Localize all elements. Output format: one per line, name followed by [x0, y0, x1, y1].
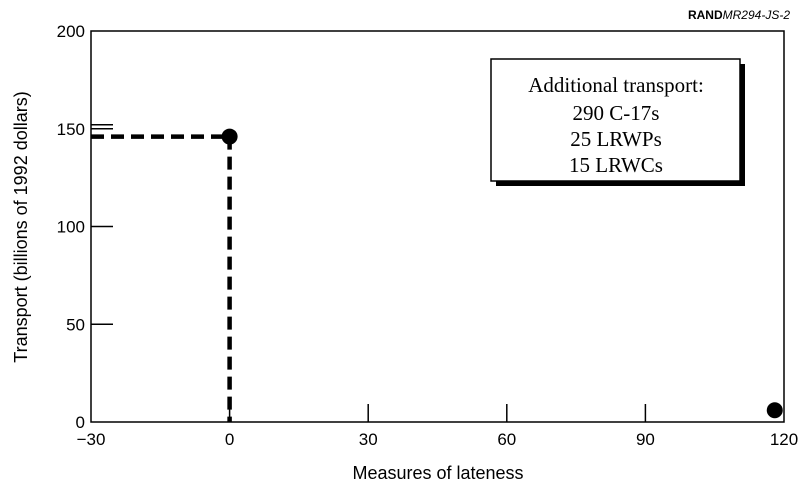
annotation-box: Additional transport: 290 C-17s 25 LRWPs…: [490, 58, 745, 186]
annotation-title: Additional transport:: [528, 73, 704, 97]
y-axis-label: Transport (billions of 1992 dollars): [11, 91, 31, 362]
figure-reference-bold: RAND: [688, 8, 723, 22]
y-tick-label-2: 100: [57, 218, 85, 237]
annotation-frame: [490, 58, 741, 182]
figure-reference: RANDMR294-JS-2: [688, 8, 790, 22]
y-tick-label-1: 50: [66, 315, 85, 334]
x-tick-label-5: 120: [770, 430, 798, 449]
x-tick-label-3: 60: [497, 430, 516, 449]
x-axis-label: Measures of lateness: [352, 463, 523, 483]
dashed-guides: [91, 134, 232, 422]
data-points: [221, 128, 783, 419]
annotation-line-2: 25 LRWPs: [570, 127, 662, 151]
figure-reference-rest: MR294-JS-2: [723, 8, 791, 22]
x-tick-label-1: 0: [225, 430, 234, 449]
x-tick-label-2: 30: [359, 430, 378, 449]
figure-reference-id: RANDMR294-JS-2: [688, 8, 790, 22]
annotation-line-3: 15 LRWCs: [569, 153, 663, 177]
x-tick-label-4: 90: [636, 430, 655, 449]
y-tick-label-3: 150: [57, 120, 85, 139]
x-axis-ticks: −30 0 30 60 90 120: [77, 404, 798, 449]
y-tick-label-4: 200: [57, 22, 85, 41]
annotation-line-1: 290 C-17s: [573, 101, 660, 125]
data-point-1: [766, 402, 783, 419]
y-axis-ticks: 0 50 100 150 200: [57, 22, 113, 432]
y-tick-label-0: 0: [76, 413, 85, 432]
x-tick-label-0: −30: [77, 430, 106, 449]
data-point-0: [221, 128, 238, 145]
